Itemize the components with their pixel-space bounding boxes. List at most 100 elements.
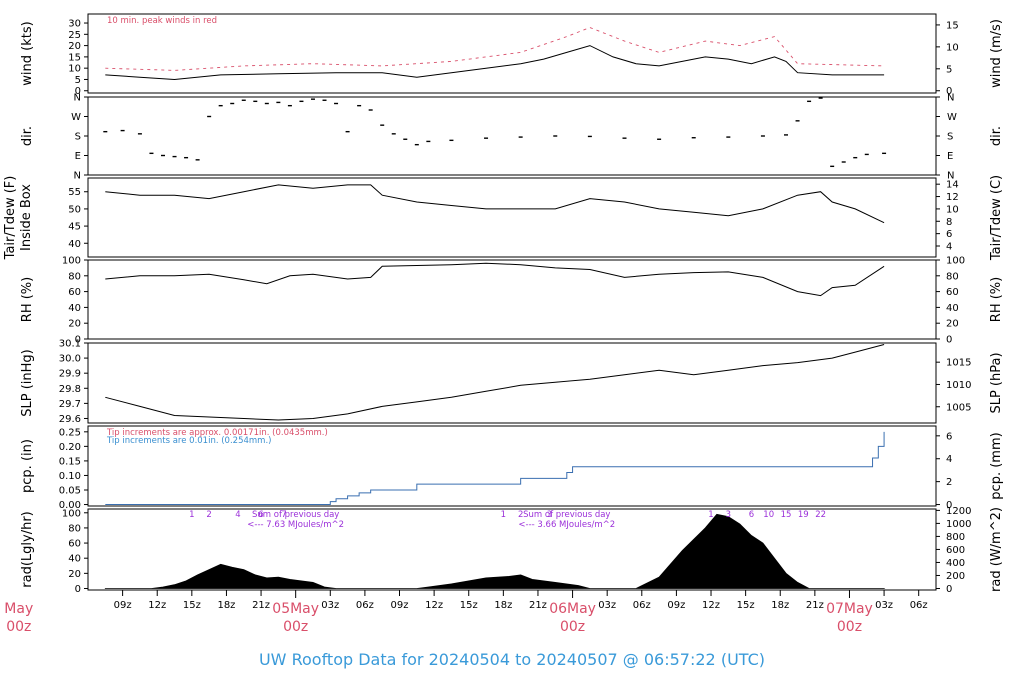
right-tick-label: 10 (946, 42, 959, 53)
y-axis-label-left: pcp. (in) (20, 439, 35, 493)
plot-area (105, 27, 885, 81)
y-tick-label: 50 (68, 204, 81, 215)
right-tick-label: 4 (946, 454, 952, 465)
y-axis-label-left: Inside Box (19, 184, 34, 251)
right-tick-label: 6 (946, 229, 952, 240)
panel-frame (87, 342, 937, 424)
radiation-hour-mark: 1 (501, 510, 506, 520)
y-tick-label: 55 (68, 187, 81, 198)
panel-frame (87, 177, 937, 258)
panel-frame (87, 259, 937, 340)
y-tick-label: W (71, 112, 81, 123)
radiation-sum-value: <--- 3.66 MJoules/m^2 (518, 520, 615, 530)
right-tick-label: 10 (946, 204, 959, 215)
plot-area (105, 344, 885, 421)
right-tick-label: 20 (946, 319, 959, 330)
series-SLP (105, 344, 885, 421)
right-tick-label: S (947, 132, 953, 143)
plot-area (105, 431, 885, 506)
series-pcp (105, 431, 885, 506)
radiation-hour-mark: 10 (763, 510, 774, 520)
y-axis-label-right: rad (W/m^2) (989, 507, 1004, 592)
series-Tair (105, 184, 885, 224)
right-tick-label: 800 (946, 532, 965, 543)
day-tick-label-hour: 00z (560, 619, 585, 635)
x-tick-label: 06z (356, 600, 374, 611)
right-tick-label: 80 (946, 271, 959, 282)
x-tick-label: 15z (183, 600, 201, 611)
footer-title: UW Rooftop Data for 20240504 to 20240507… (259, 650, 765, 669)
x-tick-label: 12z (425, 600, 443, 611)
radiation-hour-mark: 3 (547, 510, 552, 520)
right-tick-label: 0 (946, 86, 952, 97)
x-tick-label: 15z (737, 600, 755, 611)
y-tick-label: 80 (68, 523, 81, 534)
series-peak (105, 27, 885, 71)
right-tick-label: 40 (946, 303, 959, 314)
y-axis-label-right: dir. (989, 126, 1004, 146)
radiation-hour-mark: 7 (281, 510, 286, 520)
y-tick-label: 80 (68, 271, 81, 282)
right-tick-label: 15 (946, 20, 959, 31)
right-tick-label: W (947, 112, 957, 123)
y-tick-label: E (75, 151, 81, 162)
plot-area (104, 513, 886, 589)
panel-3: 0 20 40 60 80 100 0 20 40 60 80 100 RH (%) RH (%) (20, 256, 1004, 346)
panel-frame (87, 425, 937, 507)
radiation-hour-mark: 1 (708, 510, 713, 520)
right-tick-label: N (947, 93, 954, 104)
x-tick-label: 21z (806, 600, 824, 611)
panel-5: 0.00 0.05 0.10 0.15 0.20 0.25 0 2 4 6 pcp. (in) pcp… (20, 425, 1004, 511)
x-tick-label: 21z (252, 600, 270, 611)
series-rad (104, 513, 886, 589)
precip-annotation-red: Tip increments are approx. 0.00171in. (0… (106, 428, 328, 438)
y-tick-label: 29.8 (59, 384, 81, 395)
y-axis-label-right: Tair/Tdew (C) (989, 175, 1004, 261)
day-tick-label: May (4, 601, 33, 617)
y-tick-label: 100 (62, 256, 81, 267)
y-tick-label: 5 (75, 75, 81, 86)
radiation-sum-label: Sum of previous day (252, 510, 339, 520)
radiation-hour-mark: 6 (749, 510, 754, 520)
panel-frame (87, 96, 937, 176)
y-tick-label: 20 (68, 569, 81, 580)
panel-frame (87, 13, 937, 94)
y-tick-label: 0 (75, 584, 81, 595)
right-tick-label: 0 (946, 584, 952, 595)
day-tick-label-hour: 00z (283, 619, 308, 635)
right-tick-label: 4 (946, 242, 952, 253)
right-tick-label: 100 (946, 256, 965, 267)
x-tick-label: 21z (529, 600, 547, 611)
x-tick-label: 12z (702, 600, 720, 611)
day-tick-label: 07May (826, 601, 873, 617)
x-tick-label: 18z (771, 600, 789, 611)
y-tick-label: 45 (68, 222, 81, 233)
y-tick-label: S (75, 132, 81, 143)
radiation-hour-mark: 15 (781, 510, 792, 520)
radiation-sum-value: <--- 7.63 MJoules/m^2 (247, 520, 344, 530)
x-tick-label: 06z (633, 600, 651, 611)
y-axis-label-right: pcp. (mm) (989, 432, 1004, 499)
y-tick-label: N (74, 171, 81, 182)
y-tick-label: 0 (75, 335, 81, 346)
y-tick-label: 30.0 (59, 354, 81, 365)
right-tick-label: 400 (946, 558, 965, 569)
y-tick-label: 100 (62, 508, 81, 519)
radiation-hour-mark: 22 (815, 510, 826, 520)
y-axis-label-right: RH (%) (989, 277, 1004, 322)
y-tick-label: 20 (68, 319, 81, 330)
y-axis-label-left: wind (kts) (20, 21, 35, 85)
y-tick-label: 40 (68, 554, 81, 565)
radiation-hour-mark: 19 (798, 510, 809, 520)
y-tick-label: 29.9 (59, 369, 81, 380)
x-tick-label: 03z (321, 600, 339, 611)
right-tick-label: 1015 (946, 358, 971, 369)
y-tick-label: 15 (68, 52, 81, 63)
y-tick-label: 0 (75, 86, 81, 97)
radiation-hour-mark: 2 (206, 510, 211, 520)
day-tick-label-hour: 00z (6, 619, 31, 635)
day-tick-label: 06May (549, 601, 596, 617)
